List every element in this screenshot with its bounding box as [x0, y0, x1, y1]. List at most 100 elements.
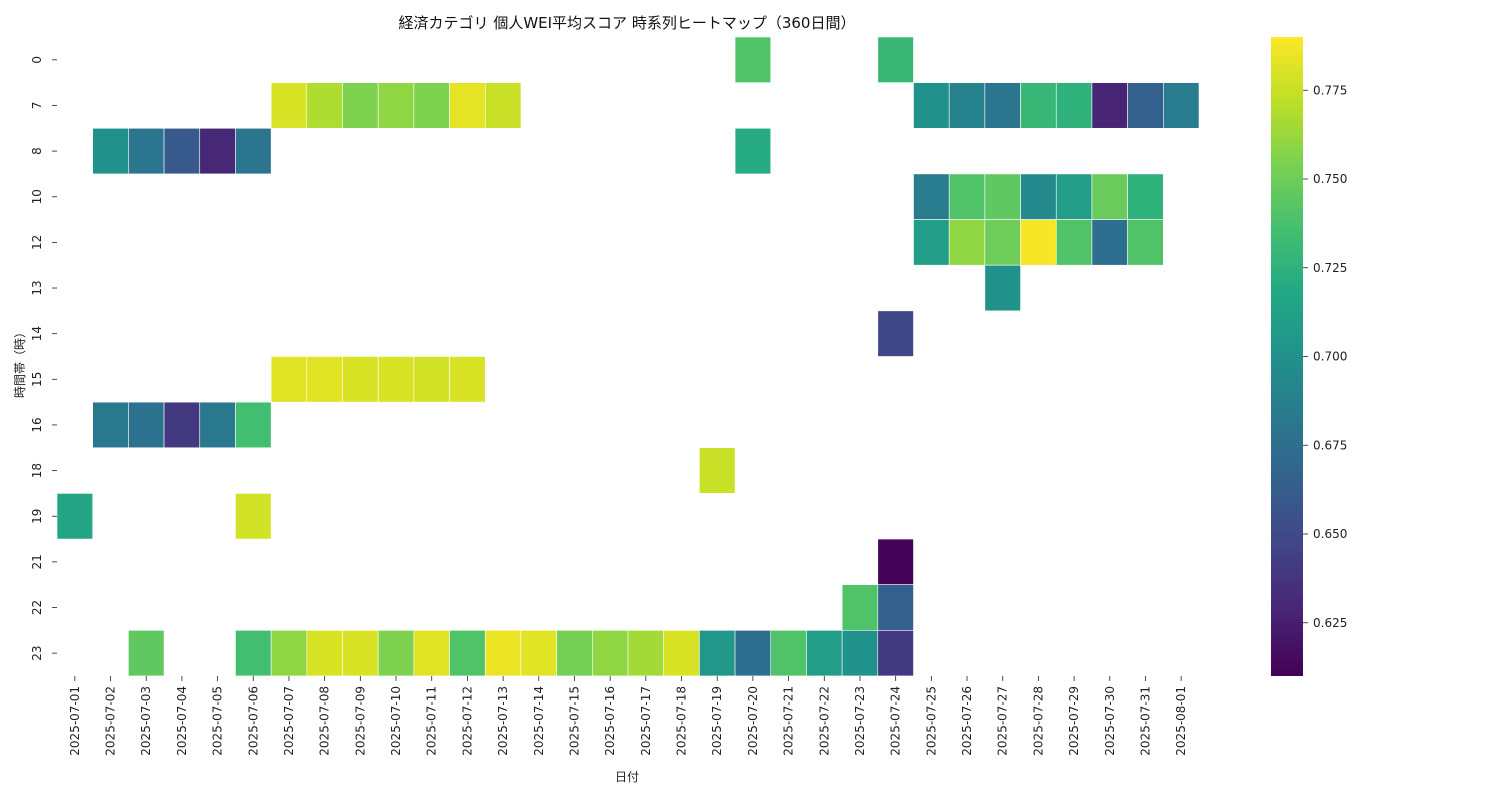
heatmap-cell [1163, 82, 1200, 129]
heatmap-cell [199, 401, 236, 449]
heatmap-cell [913, 219, 950, 266]
x-tick-label: 2025-07-15 [567, 686, 581, 756]
heatmap-cell [270, 630, 308, 677]
heatmap-cell [841, 630, 879, 677]
heatmap-cell [413, 630, 450, 677]
x-tick-label: 2025-07-10 [389, 686, 403, 756]
heatmap-cell [128, 127, 165, 175]
heatmap-cell [342, 356, 379, 403]
y-tick-label: 7 [30, 102, 44, 110]
heatmap-cell [377, 82, 415, 129]
heatmap-cell [199, 127, 236, 175]
heatmap-cell [556, 630, 593, 677]
heatmap-cell [734, 36, 772, 83]
heatmap-cell [484, 630, 522, 677]
heatmap-cell [984, 173, 1021, 220]
x-tick-label: 2025-07-05 [211, 686, 225, 756]
heatmap-cell [841, 584, 879, 631]
y-tick-label: 14 [30, 326, 44, 341]
heatmap-cell [592, 630, 629, 677]
x-tick-label: 2025-07-28 [1031, 686, 1045, 756]
heatmap-cell [984, 219, 1021, 266]
heatmap-cell [699, 630, 736, 677]
y-tick-label: 19 [30, 509, 44, 524]
heatmap-cell [877, 36, 914, 83]
x-tick-label: 2025-07-01 [68, 686, 82, 756]
x-tick-label: 2025-07-22 [817, 686, 831, 756]
heatmap-cell [270, 82, 308, 129]
x-axis-ticks: 2025-07-01 2025-07-02 2025-07-03 2025-07-04… [68, 675, 1188, 756]
x-tick-label: 2025-07-07 [282, 686, 296, 756]
heatmap-cell [1127, 219, 1164, 266]
heatmap-cell [734, 630, 772, 677]
x-tick-label: 2025-07-04 [175, 686, 189, 756]
heatmap-cell [806, 630, 843, 677]
heatmap-cell [984, 82, 1021, 129]
heatmap-cell [770, 630, 807, 677]
heatmap-cell [1055, 173, 1093, 220]
heatmap-cell [270, 356, 308, 403]
heatmap-cell [449, 356, 486, 403]
heatmap-cell [734, 127, 772, 175]
heatmap-cell [163, 127, 201, 175]
y-tick-label: 21 [30, 554, 44, 569]
colorbar [1271, 37, 1303, 676]
x-tick-label: 2025-07-21 [782, 686, 796, 756]
x-axis-label: 日付 [615, 770, 639, 784]
y-axis-ticks: 0 7 8 10 12 13 14 15 16 18 19 21 22 23 [30, 56, 57, 661]
colorbar-tick-label: 0.675 [1313, 438, 1347, 452]
colorbar-tick-label: 0.700 [1313, 350, 1347, 364]
colorbar-tick-label: 0.775 [1313, 83, 1347, 97]
heatmap-cell [1020, 82, 1057, 129]
y-tick-label: 10 [30, 189, 44, 204]
heatmap-cell [92, 127, 129, 175]
y-tick-label: 18 [30, 463, 44, 478]
x-tick-label: 2025-07-18 [675, 686, 689, 756]
heatmap-cell [342, 630, 379, 677]
colorbar-ticks: 0.625 0.650 0.675 0.700 0.725 0.750 0.775 [1303, 83, 1347, 630]
y-axis-label: 時間帯（時） [13, 326, 27, 398]
heatmap-cell [235, 630, 272, 677]
heatmap-cell [1055, 82, 1093, 129]
heatmap-cell [948, 82, 986, 129]
heatmap-cell [663, 630, 700, 677]
y-tick-label: 8 [30, 147, 44, 155]
colorbar-tick-label: 0.650 [1313, 527, 1347, 541]
chart-title: 経済カテゴリ 個人WEI平均スコア 時系列ヒートマップ（360日間） [399, 14, 856, 32]
heatmap-cell [128, 630, 165, 677]
x-tick-label: 2025-07-08 [318, 686, 332, 756]
heatmap-cell [913, 173, 950, 220]
heatmap-cell [1091, 219, 1128, 266]
heatmap-cell [1020, 219, 1057, 266]
heatmap-cell [163, 401, 201, 449]
x-tick-label: 2025-07-19 [710, 686, 724, 756]
heatmap-cell [1020, 173, 1057, 220]
heatmap-cell [377, 356, 415, 403]
heatmap-cell [877, 538, 914, 585]
heatmap-cell [342, 82, 379, 129]
x-tick-label: 2025-07-02 [104, 686, 118, 756]
heatmap-cell [235, 493, 272, 540]
x-tick-label: 2025-07-11 [425, 686, 439, 756]
x-tick-label: 2025-07-27 [996, 686, 1010, 756]
heatmap-cell [877, 584, 914, 631]
heatmap-cell [306, 82, 343, 129]
heatmap-cell [1091, 173, 1128, 220]
heatmap-cells [56, 36, 1200, 677]
y-tick-label: 12 [30, 235, 44, 250]
heatmap-cell [877, 310, 914, 357]
x-tick-label: 2025-07-14 [532, 686, 546, 756]
heatmap-cell [627, 630, 664, 677]
heatmap-cell [484, 82, 522, 129]
x-tick-label: 2025-07-17 [639, 686, 653, 756]
heatmap-cell [1055, 219, 1093, 266]
heatmap-cell [128, 401, 165, 449]
colorbar-tick-label: 0.625 [1313, 616, 1347, 630]
heatmap-cell [235, 401, 272, 449]
heatmap-cell [520, 630, 557, 677]
heatmap-cell [948, 173, 986, 220]
y-tick-label: 13 [30, 280, 44, 295]
heatmap-cell [449, 82, 486, 129]
x-tick-label: 2025-07-24 [889, 686, 903, 756]
